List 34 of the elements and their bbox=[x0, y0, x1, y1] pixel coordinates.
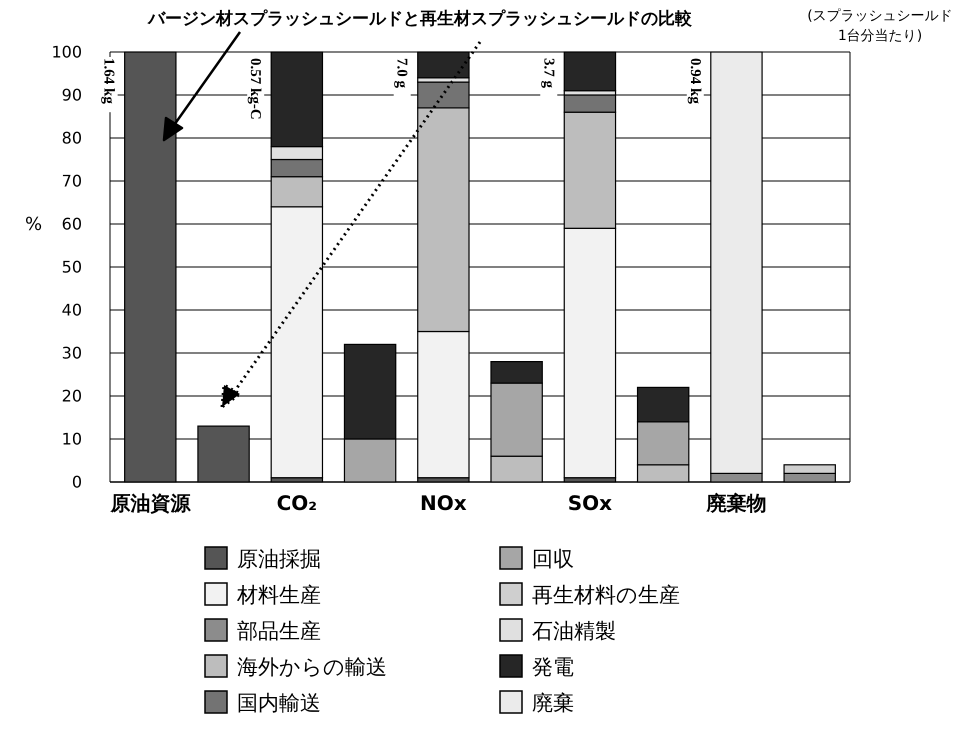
legend-label: 廃棄 bbox=[532, 691, 574, 715]
y-tick-label: 70 bbox=[62, 172, 82, 191]
y-tick-label: 20 bbox=[62, 386, 82, 406]
legend-label: 発電 bbox=[532, 655, 574, 679]
legend-label: 海外からの輸送 bbox=[237, 655, 387, 679]
y-tick-label: 100 bbox=[51, 42, 82, 62]
x-tick-label: NOx bbox=[420, 491, 467, 515]
text: (スプラッシュシールド 1台分当たり) bbox=[807, 8, 953, 44]
y-axis-title: % bbox=[25, 214, 42, 235]
y-tick-label: 40 bbox=[62, 300, 82, 320]
x-tick-label: CO₂ bbox=[276, 491, 318, 515]
legend-label: 再生材料の生産 bbox=[532, 583, 680, 607]
annotation: 7.0 g bbox=[394, 58, 410, 88]
y-tick-label: 60 bbox=[62, 214, 82, 234]
legend-label: 回収 bbox=[532, 547, 574, 571]
legend-label: 石油精製 bbox=[532, 619, 616, 643]
annotation: 3.7 g bbox=[540, 58, 556, 88]
x-tick-label: 原油資源 bbox=[109, 491, 192, 515]
chart-title: バージン材スプラッシュシールドと再生材スプラッシュシールドの比較 bbox=[147, 9, 693, 29]
x-tick-label: SOx bbox=[568, 491, 612, 515]
y-tick-label: 30 bbox=[62, 344, 82, 363]
y-tick-label: 90 bbox=[62, 86, 82, 105]
annotation: 0.94 kg bbox=[686, 58, 703, 104]
annotation: 1.64 kg bbox=[100, 58, 117, 104]
legend-label: 部品生産 bbox=[237, 619, 321, 643]
legend-label: 材料生産 bbox=[236, 583, 321, 607]
legend-label: 国内輸送 bbox=[237, 691, 321, 715]
y-tick-label: 0 bbox=[72, 472, 82, 492]
annotation: 0.57 kg-C bbox=[247, 58, 264, 120]
legend-label: 原油採掘 bbox=[237, 547, 321, 571]
y-tick-label: 50 bbox=[62, 258, 82, 277]
y-tick-label: 10 bbox=[62, 430, 82, 449]
y-tick-label: 80 bbox=[62, 128, 82, 148]
x-tick-label: 廃棄物 bbox=[705, 491, 766, 515]
